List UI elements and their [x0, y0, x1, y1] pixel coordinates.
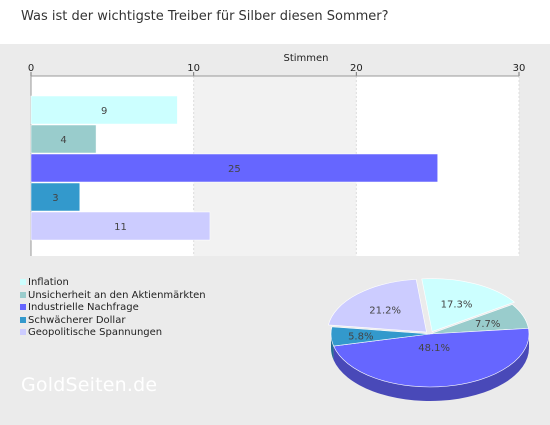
legend-swatch-unsicherheit [20, 291, 26, 298]
x-tick-label: 30 [513, 63, 526, 74]
x-tick-label: 10 [187, 63, 200, 74]
legend-item-inflation: Inflation [20, 277, 206, 290]
pie-slice-inflation [421, 278, 516, 332]
legend-item-geopolitische-spannungen: Geopolitische Spannungen [20, 327, 206, 340]
bar-inflation [30, 95, 178, 125]
legend-label-schwaecherer-dollar: Schwächerer Dollar [28, 314, 126, 326]
pie-slice-industrielle-nachfrage [333, 328, 530, 388]
bar-value-label: 25 [228, 164, 241, 175]
bar-unsicherheit-an-den-aktienmaerkten [30, 124, 97, 154]
bar-value-label: 4 [60, 135, 66, 146]
bar-industrielle-nachfrage [30, 153, 438, 183]
x-tick-label: 0 [28, 63, 34, 74]
pie-label-geopolitische-spannungen: 21.2% [369, 305, 401, 316]
pie-label-schwaecherer-dollar: 5.8% [348, 332, 373, 343]
legend-item-industrielle-nachfrage: Industrielle Nachfrage [20, 302, 206, 315]
pie-label-inflation: 17.3% [441, 300, 473, 311]
watermark-logo: GoldSeiten.de [21, 374, 158, 396]
pie-slice-schwaecherer-dollar [330, 326, 431, 347]
legend-item-unsicherheit: Unsicherheit an den Aktienmärkten [20, 290, 206, 303]
x-axis-label: Stimmen [283, 53, 328, 64]
legend: Inflation Unsicherheit an den Aktienmärk… [20, 277, 206, 340]
pie-label-industrielle-nachfrage: 48.1% [418, 343, 450, 354]
bar-geopolitische-spannungen [30, 211, 211, 241]
legend-label-unsicherheit: Unsicherheit an den Aktienmärkten [28, 289, 206, 301]
x-tick-label: 20 [350, 63, 363, 74]
legend-swatch-geopolitische-spannungen [20, 329, 26, 335]
legend-swatch-industrielle-nachfrage [20, 304, 26, 310]
legend-label-industrielle-nachfrage: Industrielle Nachfrage [28, 302, 139, 313]
bar-schwaecherer-dollar [30, 182, 81, 212]
pie-label-unsicherheit-an-den-aktienmaerkten: 7.7% [475, 319, 500, 330]
pie-slice-geopolitische-spannungen [328, 279, 427, 333]
legend-label-inflation: Inflation [28, 277, 69, 288]
pie-side-industrielle-nachfrage [333, 334, 529, 401]
legend-swatch-schwaecherer-dollar [20, 316, 26, 323]
bar-value-label: 11 [114, 222, 127, 233]
bar-value-label: 3 [52, 193, 58, 204]
legend-item-schwaecherer-dollar: Schwächerer Dollar [20, 315, 206, 328]
legend-swatch-inflation [20, 279, 26, 285]
chart-title: Was ist der wichtigste Treiber für Silbe… [21, 9, 389, 24]
legend-label-geopolitische-spannungen: Geopolitische Spannungen [28, 327, 163, 338]
bar-value-label: 9 [101, 106, 107, 117]
